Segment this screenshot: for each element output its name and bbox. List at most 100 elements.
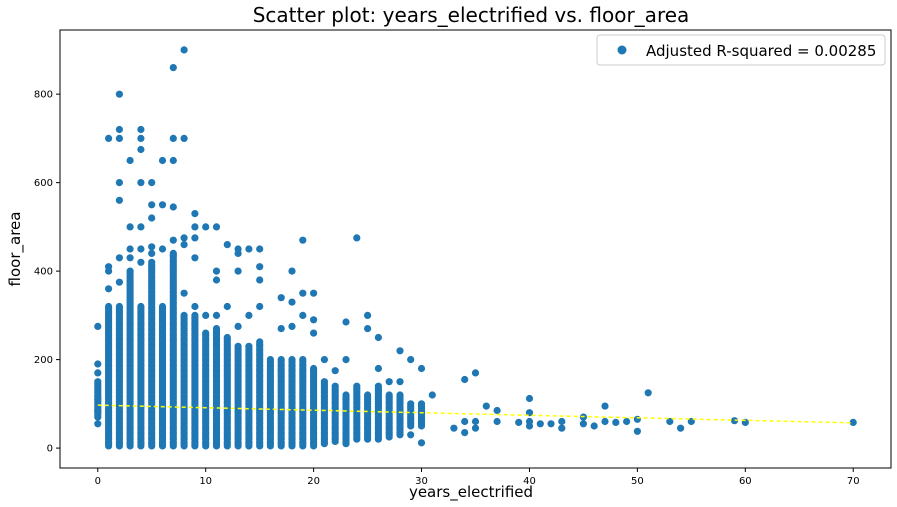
data-point xyxy=(245,311,253,319)
data-point xyxy=(137,245,145,253)
data-point xyxy=(677,424,685,432)
data-point xyxy=(94,322,102,330)
data-point xyxy=(385,391,393,399)
data-point xyxy=(644,389,652,397)
data-point xyxy=(137,302,145,311)
data-point xyxy=(331,382,339,390)
x-tick-label: 60 xyxy=(739,476,752,487)
legend-label: Adjusted R-squared = 0.00285 xyxy=(646,42,876,60)
y-tick-label: 400 xyxy=(34,267,53,278)
y-tick-label: 800 xyxy=(34,90,53,101)
data-point xyxy=(633,427,642,435)
data-point xyxy=(461,375,469,384)
data-point xyxy=(137,179,145,187)
data-point xyxy=(94,369,102,377)
data-point xyxy=(342,356,350,364)
data-point xyxy=(601,402,609,410)
data-point xyxy=(148,179,156,187)
data-point xyxy=(115,254,123,262)
data-point xyxy=(105,302,113,311)
data-point xyxy=(461,429,469,437)
data-point xyxy=(320,378,328,386)
data-point xyxy=(353,382,361,390)
data-point xyxy=(310,316,318,324)
x-tick-label: 30 xyxy=(415,476,428,487)
data-point xyxy=(126,223,134,231)
data-point xyxy=(234,342,242,350)
data-point xyxy=(407,431,415,439)
data-point xyxy=(331,367,339,375)
y-axis-ticks: 0 200 400 600 800 xyxy=(34,90,60,455)
data-point xyxy=(266,356,274,364)
data-point xyxy=(417,439,426,447)
data-point xyxy=(342,391,350,399)
data-point xyxy=(169,203,177,211)
data-point xyxy=(202,223,210,231)
data-point xyxy=(515,418,523,426)
data-point xyxy=(277,356,285,364)
data-point xyxy=(148,249,156,257)
data-point xyxy=(612,418,620,426)
data-point xyxy=(126,267,134,275)
plot-area xyxy=(59,29,892,469)
data-point xyxy=(385,378,393,386)
data-point xyxy=(288,356,296,364)
data-point xyxy=(137,258,145,266)
legend: Adjusted R-squared = 0.00285 xyxy=(596,34,886,66)
data-point xyxy=(180,289,188,297)
data-point xyxy=(212,311,221,319)
data-point xyxy=(471,417,480,426)
data-point xyxy=(115,90,123,98)
data-point xyxy=(223,241,231,249)
data-point xyxy=(212,276,221,284)
x-tick-label: 10 xyxy=(199,476,212,487)
data-point xyxy=(364,391,372,399)
data-point xyxy=(471,369,480,377)
data-point xyxy=(191,311,199,319)
data-point xyxy=(212,223,221,231)
legend-marker xyxy=(617,45,627,55)
x-tick-label: 70 xyxy=(847,476,860,487)
data-point xyxy=(212,267,221,275)
data-point xyxy=(126,245,134,253)
data-point xyxy=(115,302,123,311)
data-point xyxy=(158,201,167,209)
data-point xyxy=(256,338,264,346)
data-point xyxy=(94,360,102,368)
data-point xyxy=(158,245,167,253)
data-point xyxy=(277,294,285,302)
data-point xyxy=(374,333,382,342)
data-point xyxy=(137,223,145,231)
data-point xyxy=(493,406,501,415)
data-point xyxy=(558,424,566,432)
data-point xyxy=(364,311,372,319)
data-point xyxy=(105,267,113,275)
data-point xyxy=(374,382,382,390)
x-axis-ticks: 0 10 20 30 40 50 60 70 xyxy=(95,468,860,487)
data-point xyxy=(428,391,436,399)
data-point xyxy=(374,364,382,373)
data-point xyxy=(148,201,156,209)
x-tick-label: 50 xyxy=(631,476,644,487)
y-tick-label: 600 xyxy=(34,178,53,189)
y-tick-label: 0 xyxy=(47,444,53,455)
data-point xyxy=(169,64,177,72)
data-point xyxy=(396,378,404,386)
data-point xyxy=(169,156,177,165)
data-point xyxy=(94,420,102,428)
data-point xyxy=(417,364,426,373)
data-point xyxy=(310,289,318,297)
data-point xyxy=(94,406,102,415)
data-point xyxy=(115,179,123,187)
data-point xyxy=(623,417,631,426)
data-point xyxy=(547,420,555,428)
data-point xyxy=(169,249,177,257)
data-point xyxy=(202,311,210,319)
data-point xyxy=(234,249,242,257)
x-tick-label: 40 xyxy=(523,476,536,487)
data-point xyxy=(137,134,145,142)
data-point xyxy=(601,417,609,426)
data-point xyxy=(191,223,199,231)
data-point xyxy=(115,125,123,134)
data-point xyxy=(202,329,210,337)
